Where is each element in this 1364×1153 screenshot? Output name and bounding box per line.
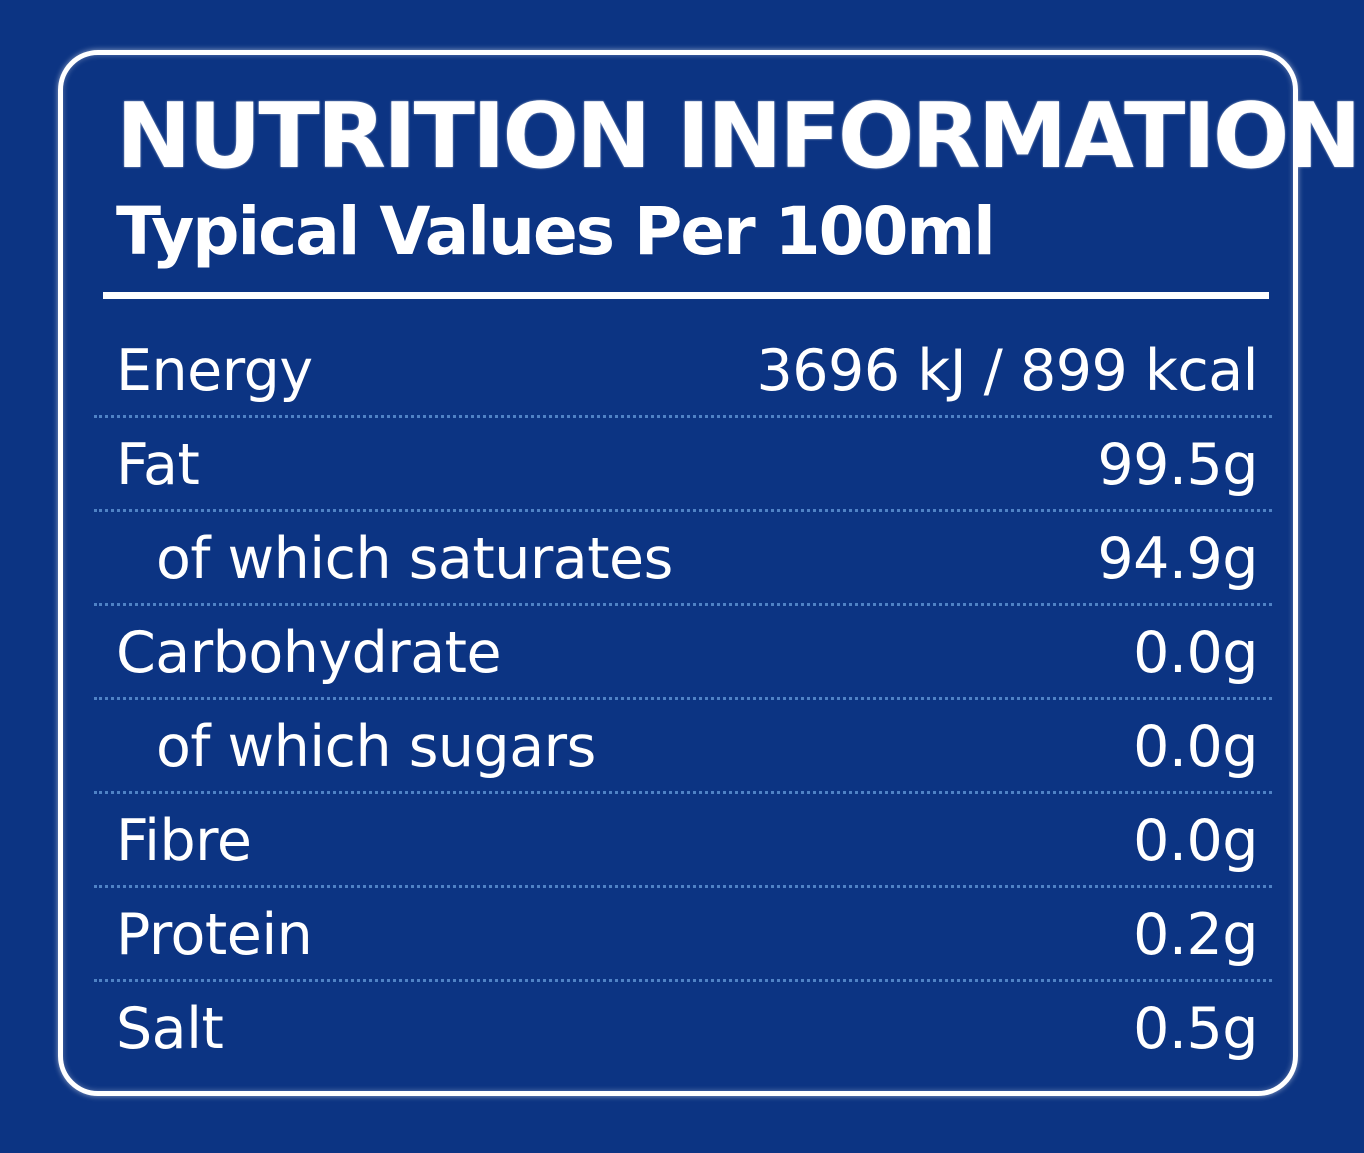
label-title: NUTRITION INFORMATION	[116, 84, 1362, 189]
nutrient-value: 0.2g	[1133, 902, 1258, 968]
nutrient-value: 0.0g	[1133, 620, 1258, 686]
nutrient-row-protein: Protein 0.2g	[94, 888, 1272, 982]
nutrient-label: Salt	[116, 996, 224, 1062]
nutrient-row-fibre: Fibre 0.0g	[94, 794, 1272, 888]
nutrient-row-sugars: of which sugars 0.0g	[94, 700, 1272, 794]
nutrient-row-energy: Energy 3696 kJ / 899 kcal	[94, 324, 1272, 418]
header-divider	[103, 292, 1269, 299]
nutrient-value: 94.9g	[1097, 526, 1258, 592]
nutrient-table: Energy 3696 kJ / 899 kcal Fat 99.5g of w…	[94, 324, 1272, 1076]
label-subtitle: Typical Values Per 100ml	[116, 193, 996, 270]
nutrient-row-saturates: of which saturates 94.9g	[94, 512, 1272, 606]
nutrient-label: Protein	[116, 902, 313, 968]
nutrient-value: 0.0g	[1133, 714, 1258, 780]
nutrient-row-fat: Fat 99.5g	[94, 418, 1272, 512]
nutrient-label: of which sugars	[156, 714, 596, 780]
nutrient-value: 0.0g	[1133, 808, 1258, 874]
nutrient-label: Energy	[116, 338, 313, 404]
nutrient-label: of which saturates	[156, 526, 673, 592]
nutrient-value: 99.5g	[1097, 432, 1258, 498]
nutrient-row-salt: Salt 0.5g	[94, 982, 1272, 1076]
nutrient-label: Fat	[116, 432, 200, 498]
nutrient-value: 0.5g	[1133, 996, 1258, 1062]
nutrient-label: Fibre	[116, 808, 252, 874]
nutrient-label: Carbohydrate	[116, 620, 502, 686]
nutrient-value: 3696 kJ / 899 kcal	[756, 338, 1259, 404]
nutrient-row-carbohydrate: Carbohydrate 0.0g	[94, 606, 1272, 700]
label-border-panel	[58, 50, 1298, 1096]
